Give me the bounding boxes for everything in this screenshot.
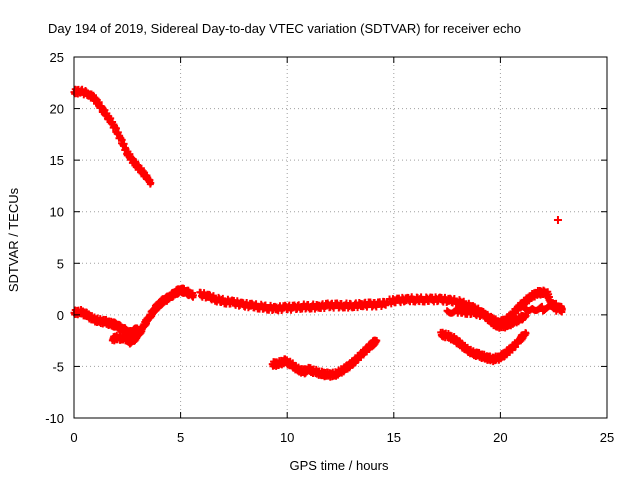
x-tick-label: 5 xyxy=(177,430,184,445)
data-point xyxy=(189,291,197,299)
x-tick-label: 10 xyxy=(280,430,294,445)
series-arc-d xyxy=(196,288,391,315)
data-point xyxy=(553,215,562,224)
chart-title: Day 194 of 2019, Sidereal Day-to-day VTE… xyxy=(48,21,521,36)
axes: 0 5 10 15 20 25 -10 -5 0 5 10 15 20 25 xyxy=(45,50,614,445)
data-point xyxy=(147,179,155,187)
series-isolated xyxy=(553,215,562,224)
y-tick-label: 5 xyxy=(57,256,64,271)
y-tick-label: -5 xyxy=(52,359,64,374)
y-tick-label: 0 xyxy=(57,308,64,323)
x-tick-label: 25 xyxy=(600,430,614,445)
y-tick-label: 25 xyxy=(50,50,64,65)
y-tick-label: 15 xyxy=(50,153,64,168)
series-arc-b xyxy=(70,306,142,340)
x-axis-label: GPS time / hours xyxy=(290,458,389,473)
y-tick-label: 10 xyxy=(50,205,64,220)
x-tick-label: 15 xyxy=(387,430,401,445)
data-point xyxy=(114,128,122,136)
data-point xyxy=(522,329,530,337)
series-arc-c xyxy=(108,284,197,348)
series-arc-i xyxy=(437,328,530,366)
series-arc-h xyxy=(268,336,381,381)
data-point xyxy=(120,140,128,148)
y-axis-label: SDTVAR / TECUs xyxy=(6,187,21,292)
data-point xyxy=(373,337,381,345)
y-tick-label: 20 xyxy=(50,102,64,117)
grid xyxy=(74,57,607,418)
data-points xyxy=(70,85,566,381)
data-point xyxy=(522,312,530,320)
series-arc-g xyxy=(518,302,566,315)
series-arc-a xyxy=(70,85,155,188)
plot-frame xyxy=(73,56,608,419)
y-tick-label: -10 xyxy=(45,411,64,426)
data-point xyxy=(558,305,566,313)
x-tick-label: 0 xyxy=(70,430,77,445)
x-tick-label: 20 xyxy=(493,430,507,445)
